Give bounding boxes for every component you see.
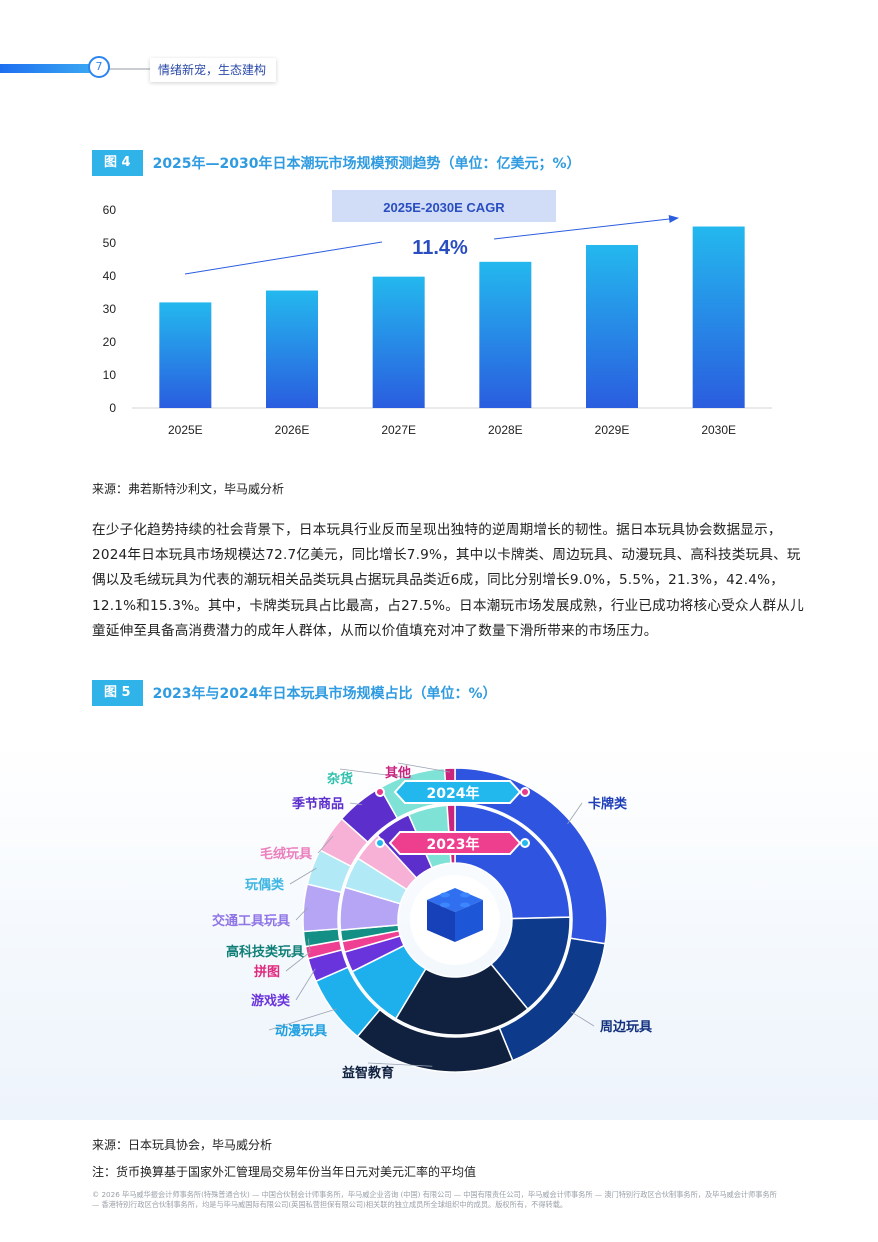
leader-line — [367, 1062, 433, 1067]
section-title: 情绪新宠，生态建构 — [150, 58, 276, 82]
slice-label: 季节商品 — [291, 796, 344, 812]
ring-label-2024-text: 2024年 — [427, 785, 480, 802]
body-paragraph: 在少子化趋势持续的社会背景下，日本玩具行业反而呈现出独特的逆周期增长的韧性。据日… — [92, 522, 804, 639]
figure4-badge: 图 4 — [92, 150, 143, 176]
slice-label: 玩偶类 — [245, 877, 285, 893]
figure5-title: 2023年与2024年日本玩具市场规模占比（单位：%） — [152, 686, 497, 702]
slice-label: 杂货 — [327, 771, 353, 787]
figure5-source: 来源：日本玩具协会，毕马威分析 — [92, 1138, 273, 1152]
y-tick-label: 60 — [103, 203, 117, 217]
cagr-label: 2025E-2030E CAGR — [383, 200, 505, 215]
y-tick-label: 20 — [103, 335, 117, 349]
x-tick-label: 2030E — [701, 423, 736, 437]
cagr-value: 11.4% — [412, 237, 468, 259]
x-tick-label: 2028E — [488, 423, 523, 437]
leader-line — [285, 951, 311, 972]
slice-label: 拼图 — [254, 964, 280, 980]
figure5-note: 注：货币换算基于国家外汇管理局交易年份当年日元对美元汇率的平均值 — [92, 1165, 477, 1179]
lego-brick-icon — [410, 875, 500, 965]
bar-2029E — [586, 244, 638, 408]
leader-line — [567, 802, 583, 825]
copyright-footer: © 2026 毕马威华振会计师事务所(特殊普通合伙) — 中国合伙制会计师事务所… — [92, 1190, 777, 1209]
slice-label: 动漫玩具 — [275, 1023, 327, 1039]
x-tick-label: 2029E — [595, 423, 630, 437]
figure4-title: 2025年—2030年日本潮玩市场规模预测趋势（单位：亿美元；%） — [152, 156, 581, 172]
leader-line — [397, 762, 450, 773]
ring-label-2023: 2023年 — [375, 831, 530, 855]
slice-label: 其他 — [385, 765, 411, 781]
bar-2026E — [266, 290, 318, 408]
trend-arrow-right — [493, 215, 679, 240]
slice-label: 游戏类 — [251, 993, 291, 1009]
trend-arrow-left — [184, 241, 383, 275]
ring-label-2024: 2024年 — [375, 780, 530, 804]
leader-line — [289, 867, 317, 885]
header-accent-bar — [0, 64, 92, 73]
page-number: 7 — [88, 56, 110, 78]
x-tick-label: 2025E — [168, 423, 203, 437]
leader-line — [317, 835, 334, 854]
slice-label: 高科技类玩具 — [226, 944, 304, 960]
leader-line — [349, 802, 363, 806]
slice-label: 周边玩具 — [600, 1020, 652, 1035]
leader-line — [307, 938, 311, 952]
cagr-box — [332, 190, 556, 222]
bar-2027E — [372, 276, 425, 408]
slice-label: 卡牌类 — [588, 796, 628, 812]
leader-line — [295, 968, 316, 1001]
x-tick-label: 2027E — [381, 423, 416, 437]
y-tick-label: 0 — [109, 401, 116, 415]
bar-2025E — [159, 302, 212, 408]
leader-line — [570, 1011, 595, 1027]
leader-line — [295, 907, 308, 921]
x-tick-label: 2026E — [275, 423, 310, 437]
y-tick-label: 50 — [103, 236, 117, 250]
header-divider — [100, 68, 152, 70]
slice-label: 益智教育 — [342, 1065, 394, 1081]
slice-label: 毛绒玩具 — [260, 846, 312, 862]
bar-chart: 0 10 20 30 40 50 60 2025E 2026E 2027E 2028E 2029E 2… — [103, 190, 772, 437]
bar-2028E — [479, 261, 532, 408]
figure4-source: 来源：弗若斯特沙利文，毕马威分析 — [92, 482, 285, 496]
y-tick-label: 10 — [103, 368, 117, 382]
slice-label: 交通工具玩具 — [212, 913, 290, 929]
figure4-heading: 图 4 2025年—2030年日本潮玩市场规模预测趋势（单位：亿美元；%） — [92, 150, 581, 176]
y-tick-label: 30 — [103, 302, 117, 316]
figure5-badge: 图 5 — [92, 680, 143, 706]
y-tick-label: 40 — [103, 269, 117, 283]
figure5-heading: 图 5 2023年与2024年日本玩具市场规模占比（单位：%） — [92, 680, 497, 706]
ring-label-2023-text: 2023年 — [427, 836, 480, 853]
leader-line — [268, 1008, 337, 1031]
leader-line — [339, 768, 413, 779]
bar-2030E — [692, 226, 745, 408]
